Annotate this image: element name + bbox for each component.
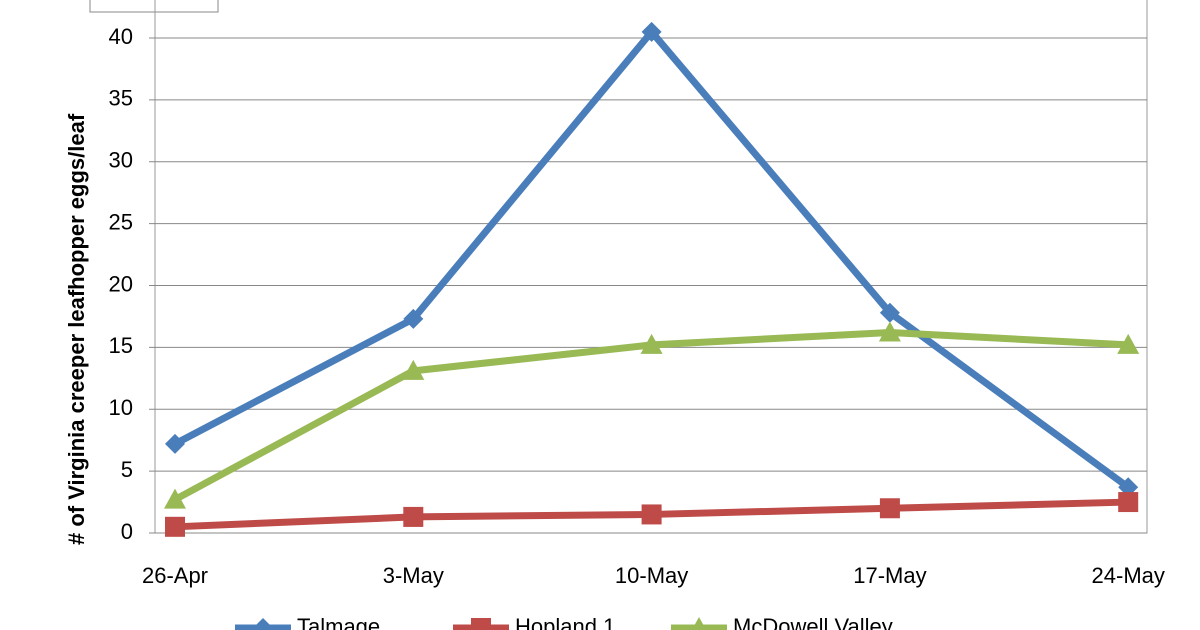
marker [471,618,491,630]
y-tick-label: 30 [109,148,133,173]
y-tick-label: 25 [109,209,133,234]
legend-label: Talmage [297,614,380,630]
y-axis-label: # of Virginia creeper leafhopper eggs/le… [64,113,89,545]
y-tick-label: 20 [109,271,133,296]
marker [164,488,186,509]
marker [1118,492,1139,513]
marker [1117,333,1140,354]
y-tick-label: 0 [121,519,133,544]
series-line [173,329,1129,503]
marker [878,321,901,342]
marker [641,21,662,42]
plot-frame [154,0,1148,534]
y-tick-label: 5 [121,457,133,482]
x-tick-label: 10-May [615,563,688,588]
x-tick-label: 26-Apr [142,563,208,588]
marker [403,506,424,527]
marker [403,308,424,329]
y-tick-label: 10 [109,395,133,420]
legend-box-fragment [89,0,219,13]
marker [640,333,663,354]
y-tick-label: 40 [109,24,133,49]
legend-label: Hopland 1 [515,614,615,630]
marker [641,504,662,525]
y-tick-label: 15 [109,333,133,358]
legend-label: McDowell Valley [733,614,893,630]
marker [165,433,185,454]
x-tick-label: 17-May [853,563,926,588]
marker [402,359,425,380]
y-tick-label: 35 [109,86,133,111]
marker [165,516,185,537]
x-tick-label: 24-May [1092,563,1165,588]
marker [879,498,900,519]
marker [253,618,273,630]
marker [879,302,900,323]
marker [691,617,707,630]
x-tick-label: 3-May [383,563,444,588]
